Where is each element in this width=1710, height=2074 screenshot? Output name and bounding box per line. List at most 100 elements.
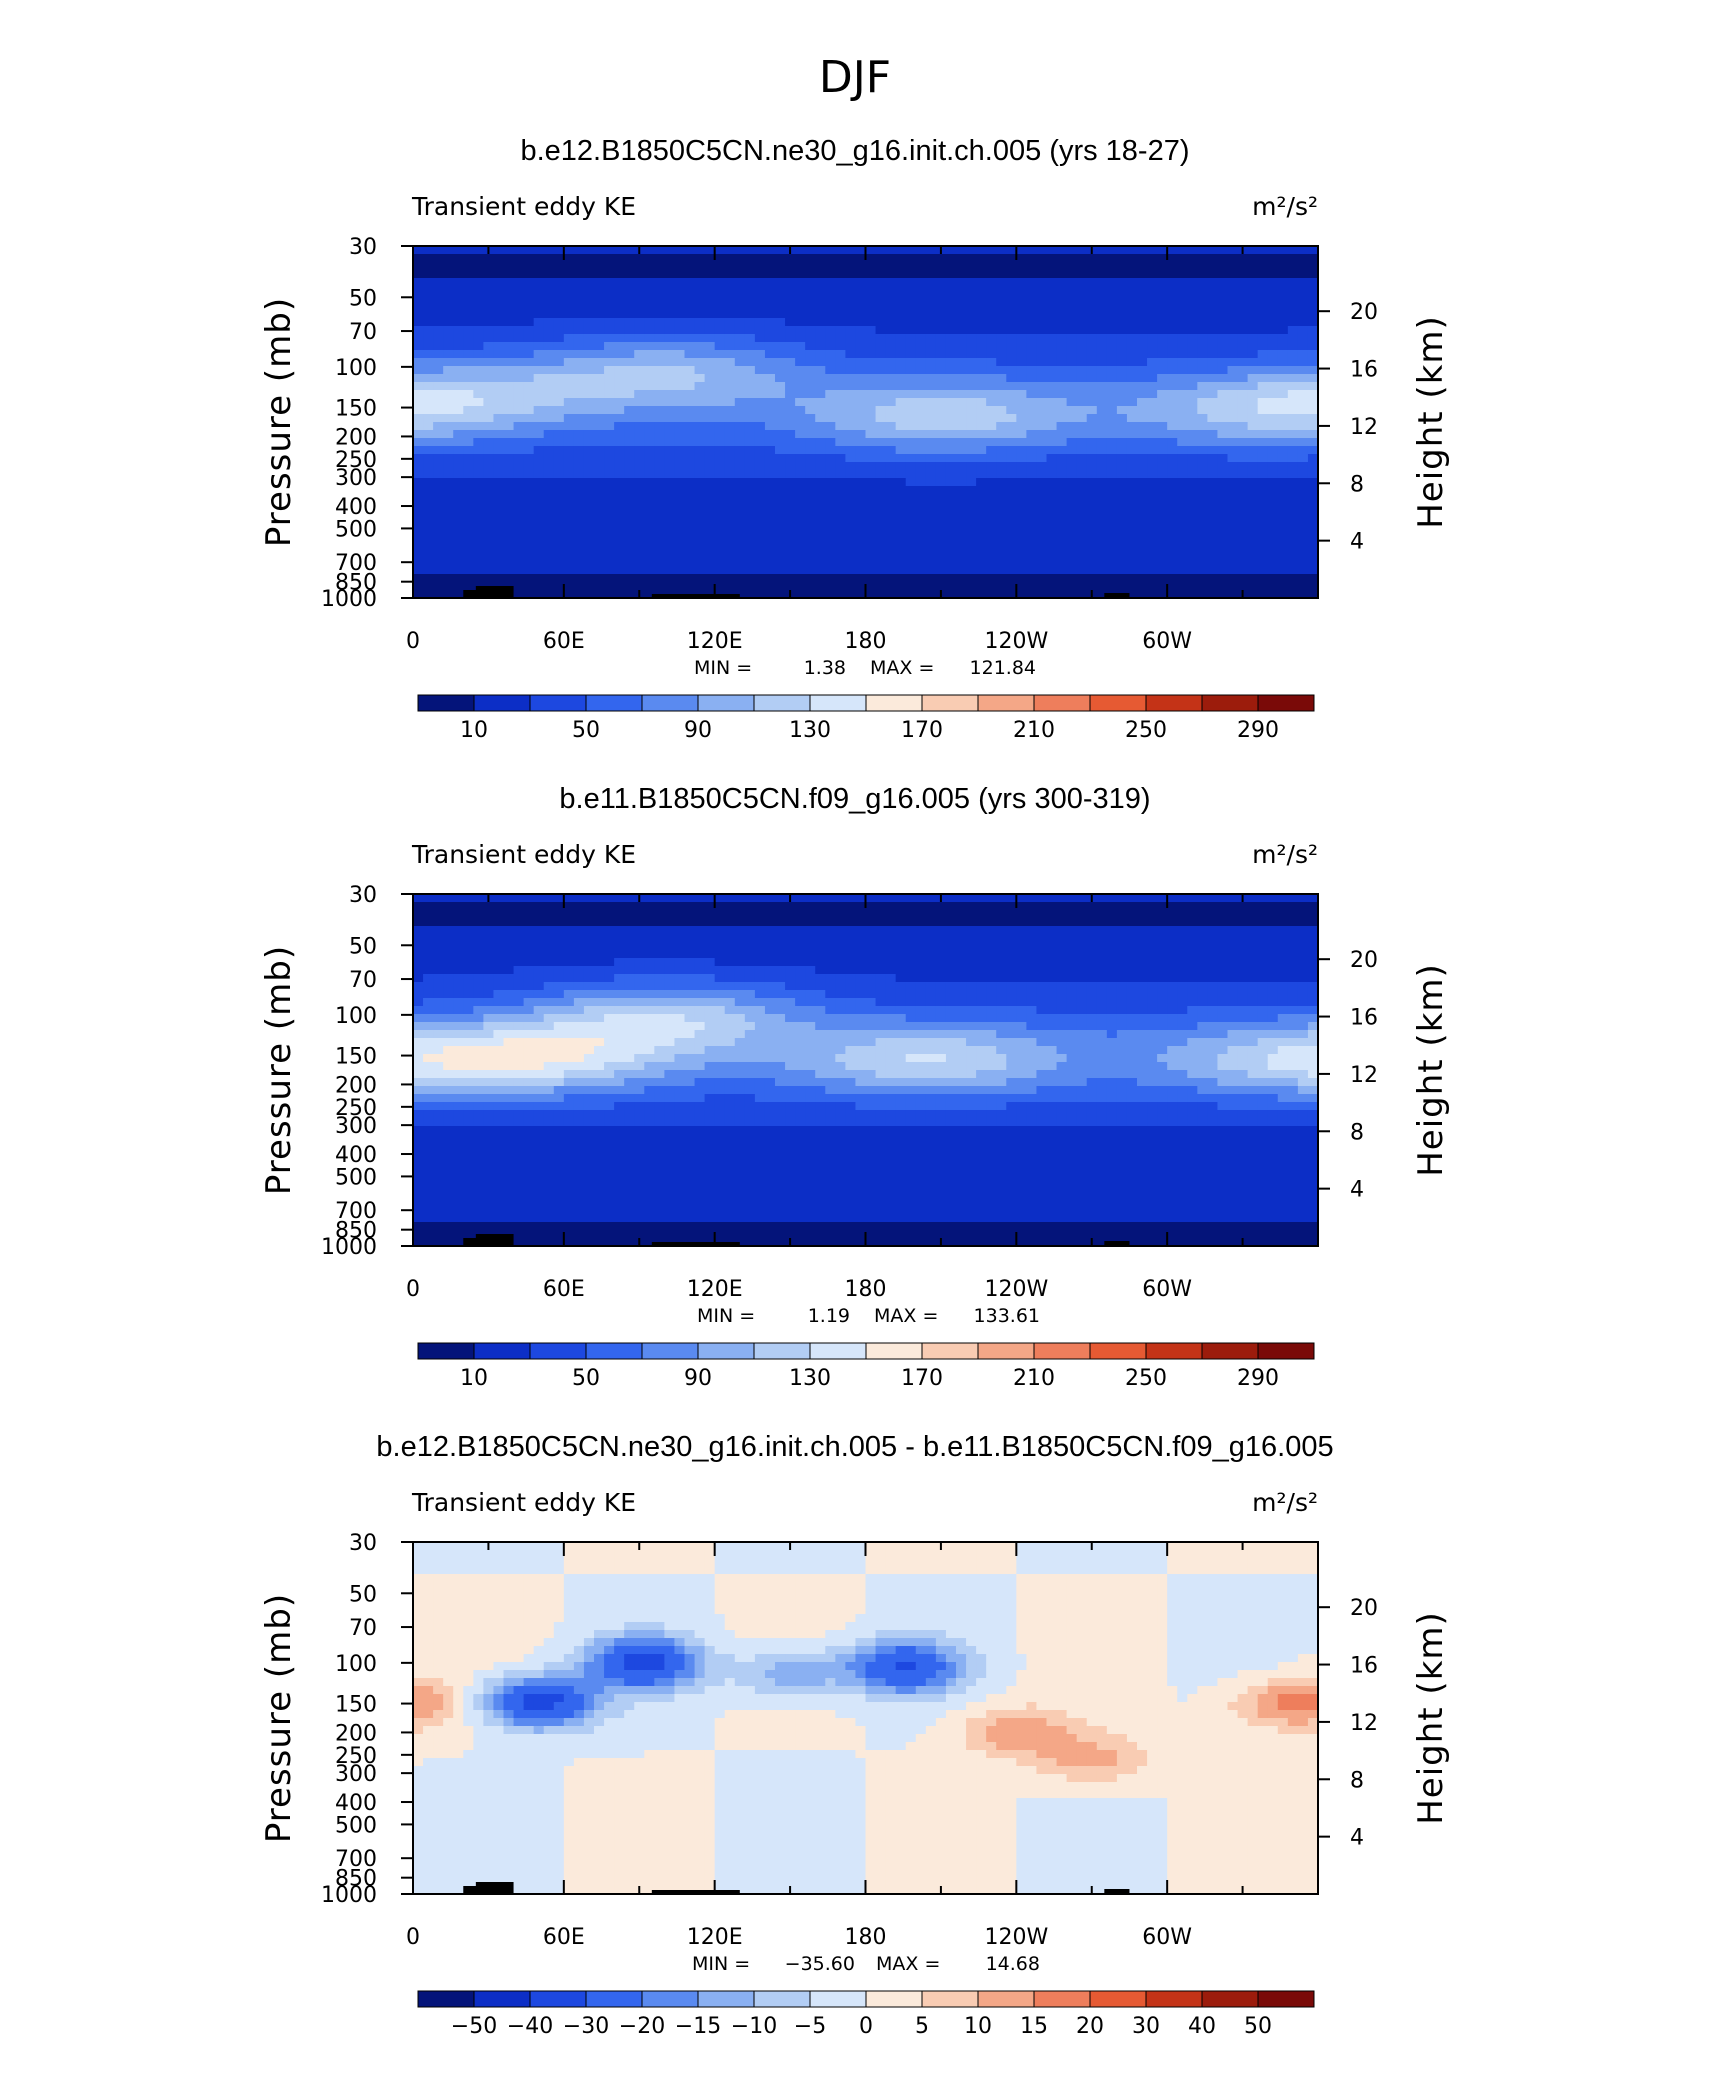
contour-cell xyxy=(1046,462,1058,471)
contour-cell xyxy=(443,918,454,927)
contour-cell xyxy=(935,902,947,911)
contour-cell xyxy=(1116,942,1128,951)
contour-cell xyxy=(825,910,836,919)
contour-cell xyxy=(684,454,696,463)
contour-cell xyxy=(694,414,706,423)
contour-cell xyxy=(1187,934,1198,943)
contour-cell xyxy=(775,478,786,487)
contour-cell xyxy=(885,934,897,943)
contour-cell xyxy=(473,246,484,255)
contour-cell xyxy=(503,310,515,319)
contour-cell xyxy=(1066,950,1078,959)
contour-cell xyxy=(634,926,645,935)
contour-cell xyxy=(865,278,877,287)
contour-cell xyxy=(754,318,766,327)
contour-cell xyxy=(1056,342,1068,351)
contour-cell xyxy=(694,454,706,463)
contour-cell xyxy=(1247,470,1259,479)
contour-cell xyxy=(604,350,615,359)
contour-cell xyxy=(443,414,454,423)
contour-cell xyxy=(483,470,495,479)
contour-cell xyxy=(1076,934,1088,943)
contour-cell xyxy=(1076,334,1088,343)
contour-cell xyxy=(664,894,676,903)
contour-cell xyxy=(1197,542,1208,551)
contour-cell xyxy=(976,910,987,919)
contour-cell xyxy=(1267,470,1279,479)
contour-cell xyxy=(1126,582,1138,591)
contour-cell xyxy=(644,246,655,255)
contour-cell xyxy=(775,342,786,351)
contour-cell xyxy=(1116,526,1128,535)
contour-cell xyxy=(875,934,887,943)
contour-cell xyxy=(1237,310,1249,319)
contour-cell xyxy=(915,902,927,911)
contour-cell xyxy=(1277,374,1289,383)
contour-cell xyxy=(453,470,464,479)
contour-cell xyxy=(986,470,997,479)
contour-cell xyxy=(483,462,495,471)
contour-cell xyxy=(1157,446,1168,455)
contour-cell xyxy=(1167,254,1178,263)
contour-cell xyxy=(443,534,454,543)
contour-cell xyxy=(423,918,434,927)
contour-cell xyxy=(1126,910,1138,919)
contour-cell xyxy=(1247,406,1259,415)
contour-cell xyxy=(825,486,836,495)
contour-cell xyxy=(986,398,997,407)
contour-cell xyxy=(1096,534,1108,543)
contour-cell xyxy=(1237,406,1249,415)
contour-cell xyxy=(463,918,474,927)
contour-cell xyxy=(563,462,575,471)
contour-cell xyxy=(1197,414,1208,423)
contour-cell xyxy=(583,518,595,527)
contour-cell xyxy=(583,430,595,439)
contour-cell xyxy=(875,454,887,463)
contour-cell xyxy=(956,382,967,391)
contour-cell xyxy=(845,934,857,943)
contour-cell xyxy=(865,526,877,535)
contour-cell xyxy=(1106,366,1118,375)
contour-cell xyxy=(1076,310,1088,319)
contour-cell xyxy=(1287,950,1299,959)
contour-cell xyxy=(543,350,555,359)
contour-cell xyxy=(413,366,424,375)
contour-cell xyxy=(885,342,897,351)
contour-cell xyxy=(483,398,495,407)
contour-cell xyxy=(543,390,555,399)
contour-cell xyxy=(825,270,836,279)
contour-cell xyxy=(966,438,977,447)
contour-cell xyxy=(1187,286,1198,295)
contour-cell xyxy=(805,286,816,295)
contour-cell xyxy=(825,246,836,255)
contour-cell xyxy=(1187,406,1198,415)
contour-cell xyxy=(543,926,555,935)
contour-cell xyxy=(1066,422,1078,431)
contour-cell xyxy=(1066,294,1078,303)
contour-cell xyxy=(654,534,665,543)
contour-cell xyxy=(785,262,796,271)
y-tick-label: 30 xyxy=(349,235,377,260)
contour-cell xyxy=(744,430,756,439)
contour-cell xyxy=(1056,294,1068,303)
contour-cell xyxy=(533,478,545,487)
contour-cell xyxy=(885,270,897,279)
contour-cell xyxy=(865,918,877,927)
contour-cell xyxy=(1116,334,1128,343)
contour-cell xyxy=(453,950,464,959)
contour-cell xyxy=(553,430,565,439)
contour-cell xyxy=(614,942,625,951)
contour-cell xyxy=(644,558,655,567)
contour-cell xyxy=(644,286,655,295)
contour-cell xyxy=(1137,518,1148,527)
contour-cell xyxy=(644,262,655,271)
contour-cell xyxy=(463,526,474,535)
contour-cell xyxy=(925,958,937,967)
contour-cell xyxy=(915,486,927,495)
contour-cell xyxy=(805,446,816,455)
contour-cell xyxy=(423,254,434,263)
contour-cell xyxy=(925,486,937,495)
contour-cell xyxy=(1237,470,1249,479)
contour-cell xyxy=(1126,270,1138,279)
contour-cell xyxy=(996,950,1007,959)
